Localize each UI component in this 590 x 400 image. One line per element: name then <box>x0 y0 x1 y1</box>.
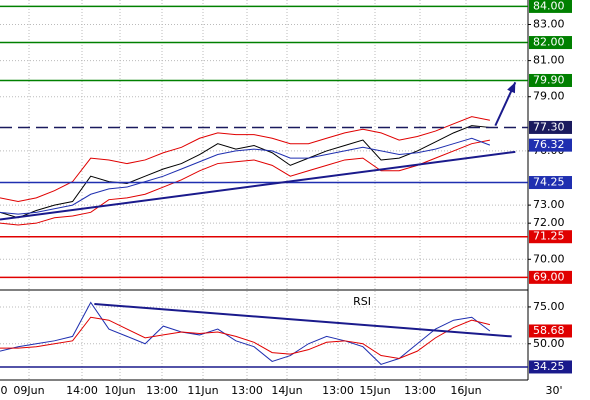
x-tick-label: 13:00 <box>404 384 436 397</box>
series-line <box>0 116 490 203</box>
series-line <box>0 125 490 219</box>
level-box <box>529 360 572 374</box>
level-label: 79.90 <box>533 73 565 86</box>
series-line <box>0 301 491 365</box>
x-tick-label: 30' <box>545 384 562 397</box>
x-tick-label: 14:00 <box>66 384 98 397</box>
trendline <box>0 150 516 221</box>
series-line <box>0 137 491 215</box>
level-box <box>529 120 572 134</box>
x-tick-label: 14Jun <box>271 384 302 397</box>
x-tick-label: 13:00 <box>322 384 354 397</box>
trendline <box>94 302 512 338</box>
level-label: 76.32 <box>533 138 565 151</box>
level-label: 84.00 <box>533 0 565 12</box>
x-tick-label: 09Jun <box>13 384 44 397</box>
x-tick-label: 16Jun <box>450 384 481 397</box>
y-tick-label: 83.00 <box>533 17 565 30</box>
level-label: 74.25 <box>533 176 565 189</box>
y-tick-label: 81.00 <box>533 54 565 67</box>
level-label: 69.00 <box>533 270 565 283</box>
x-tick-label: 10Jun <box>104 384 135 397</box>
level-label: 71.25 <box>533 230 565 243</box>
level-box <box>529 36 572 50</box>
level-label: 58.68 <box>533 324 565 337</box>
level-box <box>529 0 572 13</box>
y-tick-label: 73.00 <box>533 198 565 211</box>
y-tick-label: 79.00 <box>533 90 565 103</box>
level-box <box>529 270 572 284</box>
level-label: 34.25 <box>533 360 565 373</box>
y-tick-label: 72.00 <box>533 216 565 229</box>
x-tick-label: 13:00 <box>231 384 263 397</box>
level-box <box>529 73 572 87</box>
series-line <box>0 316 491 360</box>
level-box <box>529 324 572 338</box>
y-tick-label: 75.00 <box>533 300 565 313</box>
level-box <box>529 138 572 152</box>
x-tick-label: 0 <box>1 384 8 397</box>
x-tick-label: 13:00 <box>146 384 178 397</box>
level-label: 77.30 <box>533 120 565 133</box>
series-line <box>0 139 490 226</box>
x-tick-label: 15Jun <box>359 384 390 397</box>
level-box <box>529 176 572 190</box>
level-label: 82.00 <box>533 36 565 49</box>
arrow-head <box>507 82 516 94</box>
rsi-title: RSI <box>353 295 371 308</box>
y-tick-label: 50.00 <box>533 337 565 350</box>
x-tick-label: 11Jun <box>187 384 218 397</box>
y-tick-label: 70.00 <box>533 252 565 265</box>
level-box <box>529 230 572 244</box>
